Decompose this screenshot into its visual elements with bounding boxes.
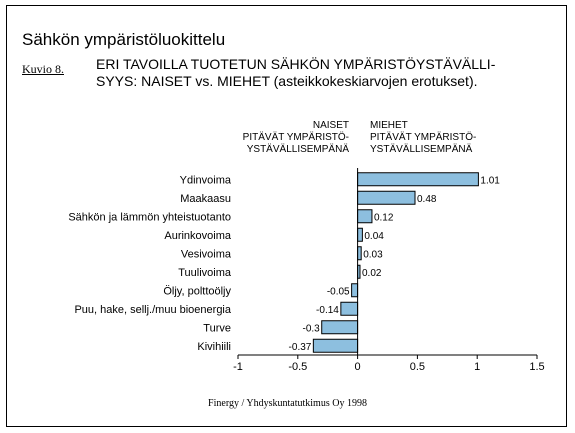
chart-subtitle: ERI TAVOILLA TUOTETUN SÄHKÖN YMPÄRISTÖYS…: [96, 56, 556, 90]
bar: [321, 320, 359, 335]
category-label: Puu, hake, sellj./muu bioenergia: [74, 304, 231, 316]
bar: [340, 301, 359, 316]
subtitle-line-1: ERI TAVOILLA TUOTETUN SÄHKÖN YMPÄRISTÖYS…: [96, 56, 496, 72]
bar: [357, 172, 479, 187]
x-tick-label: 0: [355, 361, 361, 373]
value-label: 1.01: [480, 175, 500, 186]
chart-frame: [6, 5, 567, 427]
header-women: NAISET PITÄVÄT YMPÄRISTÖ- YSTÄVÄLLISEMPÄ…: [243, 120, 349, 156]
category-label: Ydinvoima: [180, 174, 232, 186]
header-women-line-1: NAISET: [312, 120, 349, 131]
category-label: Maakaasu: [180, 193, 231, 205]
category-label: Vesivoima: [181, 248, 232, 260]
header-men-line-2: PITÄVÄT YMPÄRISTÖ-: [370, 132, 477, 143]
value-label: -0.37: [289, 342, 312, 353]
category-label: Öljy, polttoöljy: [163, 285, 231, 297]
category-label: Tuulivoima: [178, 267, 232, 279]
category-label: Aurinkovoima: [164, 230, 232, 242]
x-tick-label: -0.5: [288, 361, 307, 373]
source-note: Finergy / Yhdyskuntatutkimus Oy 1998: [208, 398, 367, 409]
subtitle-line-2: SYYS: NAISET vs. MIEHET (asteikkokeskiar…: [96, 73, 478, 89]
x-tick-label: -1: [233, 361, 243, 373]
value-label: 0.48: [417, 194, 437, 205]
figure-label: Kuvio 8.: [22, 62, 64, 76]
bar: [357, 190, 416, 205]
value-label: 0.04: [364, 231, 384, 242]
page-title: Sähkön ympäristöluokittelu: [22, 30, 226, 49]
x-tick-label: 0.5: [410, 361, 425, 373]
x-tick-label: 1.5: [529, 361, 544, 373]
value-label: 0.12: [374, 212, 394, 223]
bar: [312, 338, 359, 353]
value-label: -0.14: [316, 305, 339, 316]
header-men-line-3: YSTÄVÄLLISEMPÄNÄ: [370, 144, 473, 155]
value-label: 0.03: [363, 249, 383, 260]
header-men: MIEHET PITÄVÄT YMPÄRISTÖ- YSTÄVÄLLISEMPÄ…: [370, 120, 476, 156]
header-women-line-2: PITÄVÄT YMPÄRISTÖ-: [242, 132, 349, 143]
bar: [357, 227, 363, 242]
category-label: Turve: [203, 322, 231, 334]
category-label: Sähkön ja lämmön yhteistuotanto: [68, 211, 231, 223]
bar: [357, 246, 362, 261]
category-label: Kivihiili: [197, 341, 231, 353]
header-women-line-3: YSTÄVÄLLISEMPÄNÄ: [246, 144, 349, 155]
bar: [357, 209, 373, 224]
value-label: -0.05: [327, 286, 350, 297]
value-label: -0.3: [302, 323, 320, 334]
header-men-line-1: MIEHET: [370, 120, 408, 131]
value-label: 0.02: [362, 268, 382, 279]
bar: [351, 283, 359, 298]
x-tick-label: 1: [474, 361, 480, 373]
